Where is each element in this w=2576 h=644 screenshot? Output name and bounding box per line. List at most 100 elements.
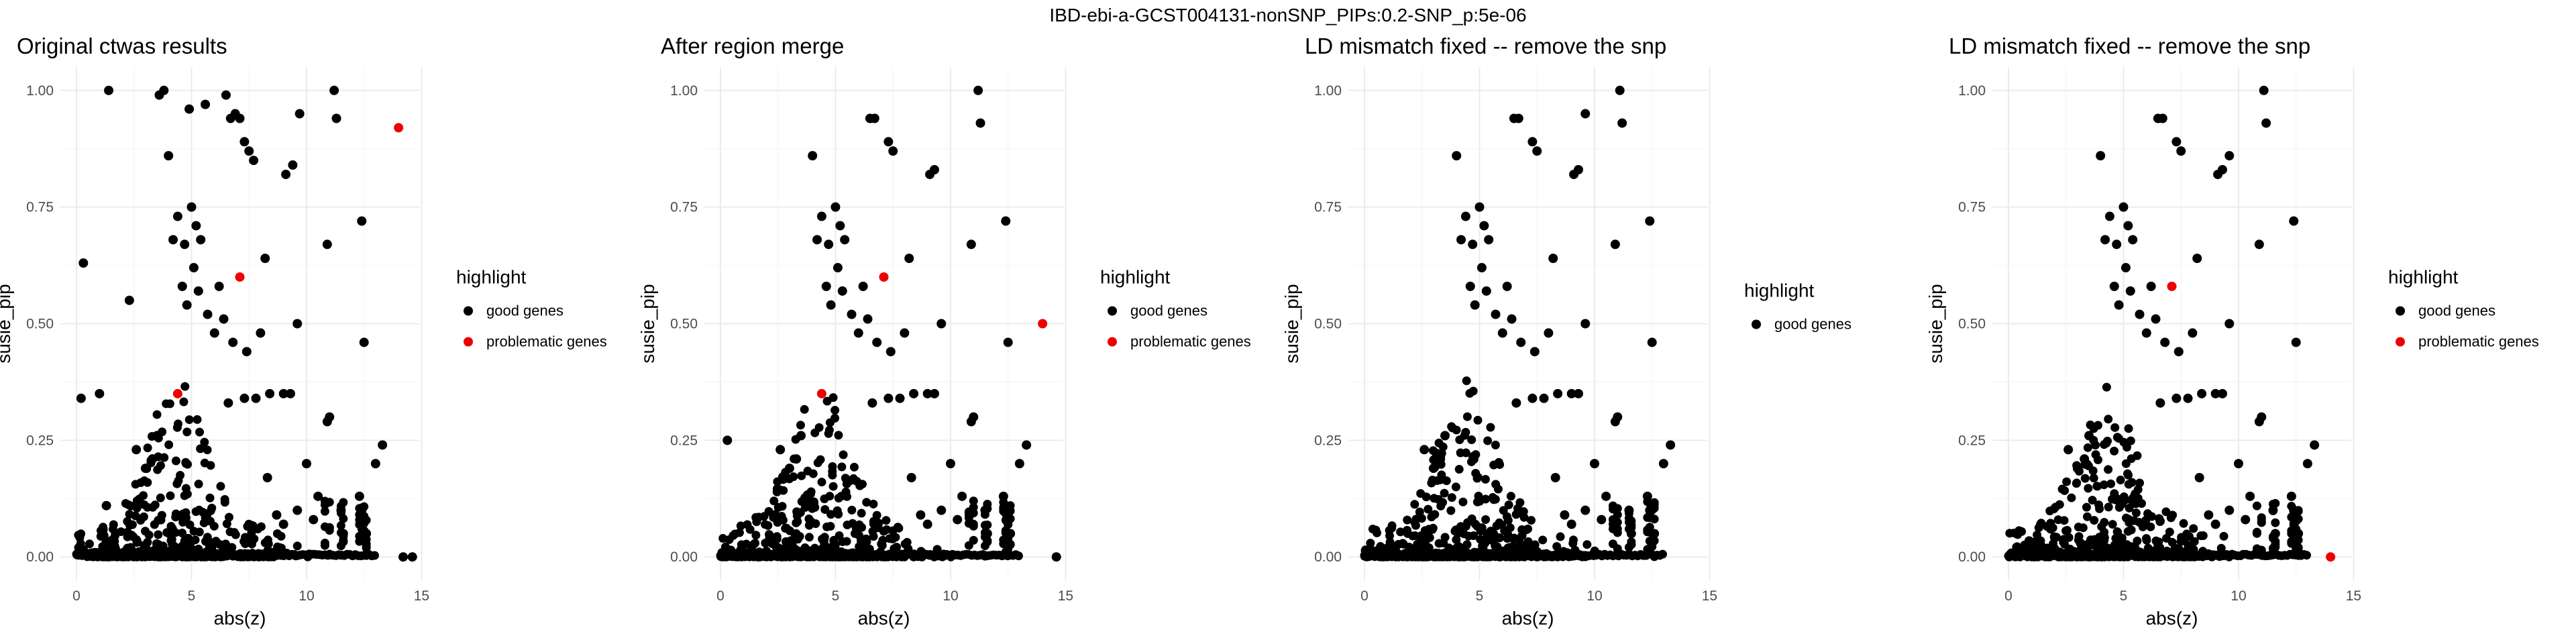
data-point-good xyxy=(1424,504,1433,514)
data-point-good xyxy=(2028,540,2037,549)
data-point-good xyxy=(2254,239,2264,250)
data-point-good xyxy=(2189,524,2198,533)
data-point-good xyxy=(1434,494,1443,504)
data-point-good xyxy=(772,484,782,494)
series-problematic-genes xyxy=(2167,281,2336,562)
data-point-good xyxy=(228,337,238,347)
data-point-good xyxy=(872,337,882,347)
scatter-panel-4: 0 5 10 15 0.00 0.25 0.50 0.75 1.00 LD mismatch fi… xyxy=(1925,34,2539,629)
legend-label: good genes xyxy=(1130,303,1208,319)
data-point-good xyxy=(126,501,136,511)
x-tick-label: 10 xyxy=(943,588,958,604)
data-point-good xyxy=(357,216,367,226)
data-point-problematic xyxy=(2326,552,2336,562)
data-point-good xyxy=(1468,239,1478,250)
data-point-good xyxy=(325,523,334,532)
data-point-good xyxy=(2179,519,2188,528)
data-point-good xyxy=(153,465,162,474)
data-point-good xyxy=(821,281,831,291)
x-axis-label: abs(z) xyxy=(858,608,910,629)
data-point-good xyxy=(1440,431,1450,441)
data-point-good xyxy=(203,445,212,455)
data-point-good xyxy=(1447,422,1456,431)
data-point-good xyxy=(1428,446,1438,455)
data-point-good xyxy=(140,464,150,474)
data-point-good xyxy=(796,431,806,441)
data-point-good xyxy=(2259,85,2269,95)
data-point-good xyxy=(127,520,137,529)
data-point-good xyxy=(1613,510,1622,519)
data-point-good xyxy=(2261,118,2271,128)
data-point-good xyxy=(203,309,213,319)
data-point-good xyxy=(2128,235,2138,245)
y-tick-label: 0.50 xyxy=(26,317,54,332)
data-point-good xyxy=(357,505,367,515)
data-point-good xyxy=(2151,536,2161,545)
data-point-good xyxy=(209,521,219,531)
data-point-good xyxy=(1615,85,1625,95)
x-tick-label: 5 xyxy=(832,588,840,604)
data-point-good xyxy=(152,431,162,441)
data-point-good xyxy=(1436,501,1446,511)
data-point-good xyxy=(2083,443,2092,452)
data-point-good xyxy=(1560,510,1570,520)
data-point-good xyxy=(2217,388,2227,398)
data-point-good xyxy=(241,347,252,357)
data-point-good xyxy=(998,491,1008,501)
data-point-good xyxy=(2183,393,2193,403)
data-point-good xyxy=(742,539,751,549)
data-point-good xyxy=(2095,504,2104,513)
data-point-good xyxy=(936,319,947,329)
data-point-good xyxy=(2157,113,2167,123)
data-point-good xyxy=(76,393,86,403)
data-point-good xyxy=(256,328,266,338)
data-point-good xyxy=(2072,479,2081,488)
data-point-good xyxy=(969,508,978,518)
data-point-good xyxy=(1627,521,1636,530)
data-point-good xyxy=(1481,515,1491,525)
data-point-good xyxy=(2217,165,2227,174)
data-point-good xyxy=(1410,500,1419,509)
data-point-good xyxy=(980,505,990,515)
legend-label: problematic genes xyxy=(486,333,607,350)
data-point-good xyxy=(1532,146,1542,156)
data-point-good xyxy=(200,437,209,447)
data-point-good xyxy=(336,505,346,515)
data-point-good xyxy=(773,502,783,512)
data-point-good xyxy=(2121,263,2131,273)
data-point-good xyxy=(285,388,295,398)
data-point-good xyxy=(769,496,779,506)
x-axis-label: abs(z) xyxy=(2146,608,2198,629)
data-point-good xyxy=(1452,151,1462,161)
legend-title: highlight xyxy=(2388,267,2459,288)
data-point-good xyxy=(189,263,199,273)
x-tick-label: 15 xyxy=(414,588,429,604)
data-point-good xyxy=(849,462,859,472)
data-point-good xyxy=(969,521,978,531)
data-point-good xyxy=(1454,465,1464,474)
data-point-good xyxy=(2131,508,2141,518)
data-point-good xyxy=(888,146,898,156)
data-point-good xyxy=(2049,504,2059,514)
data-point-good xyxy=(824,429,833,438)
data-point-good xyxy=(152,410,162,419)
data-point-good xyxy=(1470,519,1480,529)
data-point-good xyxy=(104,85,114,95)
data-point-good xyxy=(826,300,836,310)
data-point-good xyxy=(2108,520,2117,529)
legend-key-problematic xyxy=(2396,337,2405,347)
data-point-good xyxy=(1626,529,1636,539)
data-point-good xyxy=(265,388,275,398)
data-point-good xyxy=(2135,518,2144,527)
x-tick-label: 10 xyxy=(299,588,314,604)
data-point-good xyxy=(858,281,868,291)
data-point-good xyxy=(792,507,802,517)
data-point-good xyxy=(2084,431,2094,441)
data-point-good xyxy=(239,393,250,403)
legend: highlight good genes problematic genes xyxy=(2388,267,2539,350)
data-point-good xyxy=(180,382,190,391)
data-point-good xyxy=(2093,455,2102,464)
data-point-good xyxy=(1446,506,1456,515)
data-point-good xyxy=(837,492,846,501)
data-point-good xyxy=(2135,478,2144,488)
